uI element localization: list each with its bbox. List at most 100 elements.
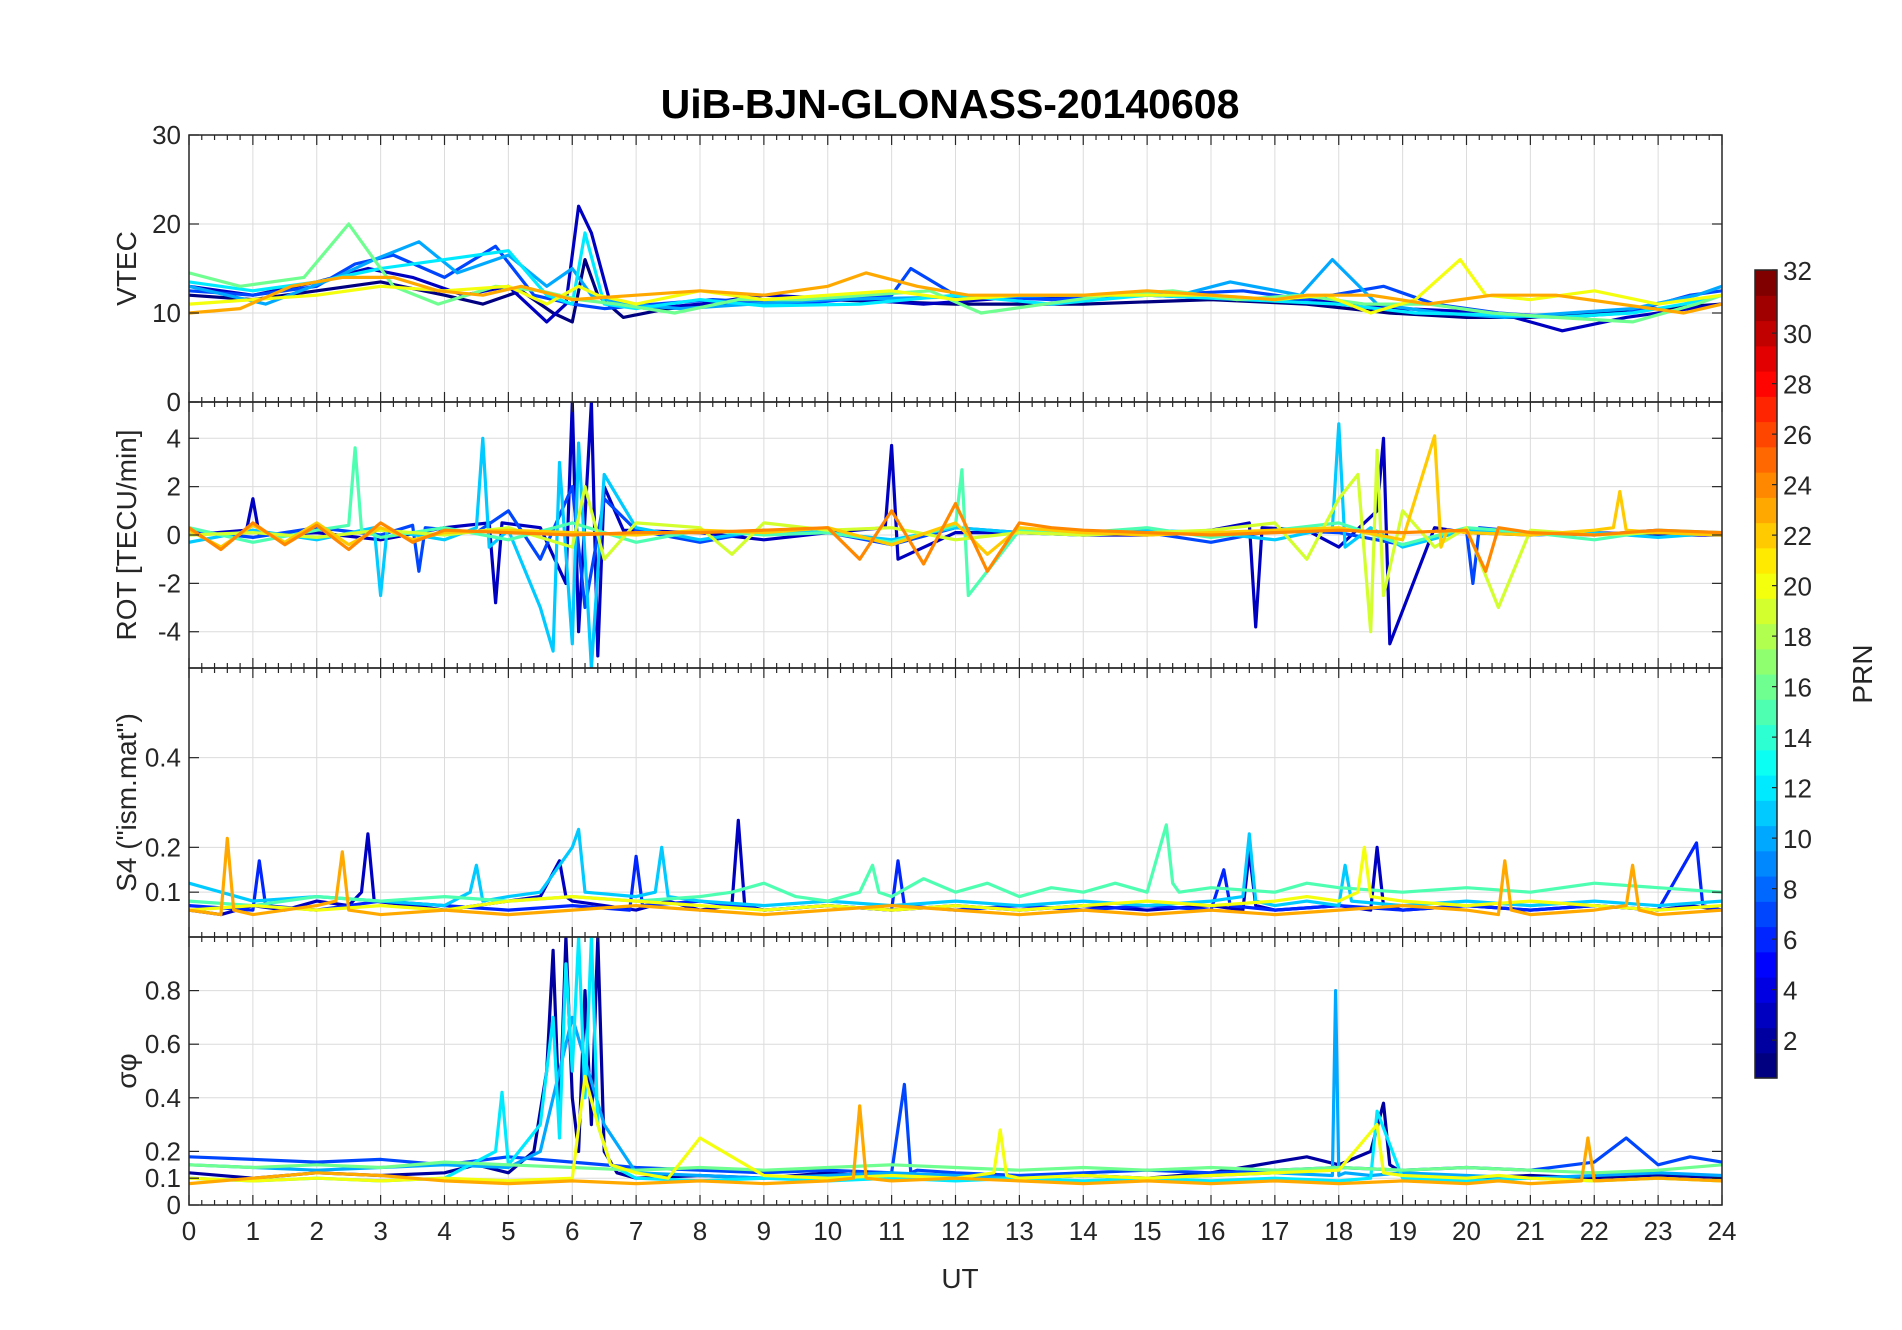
y-tick-label: 4 — [167, 423, 181, 453]
colorbar-segment — [1755, 648, 1777, 675]
x-tick-label: 23 — [1644, 1216, 1673, 1246]
x-tick-label: 4 — [437, 1216, 451, 1246]
colorbar-tick-label: 18 — [1783, 622, 1812, 652]
colorbar-tick-label: 10 — [1783, 824, 1812, 854]
series-prn-7 — [189, 1082, 1722, 1178]
colorbar-segment — [1755, 345, 1777, 372]
colorbar-segment — [1755, 270, 1777, 296]
series-prn-23 — [189, 836, 1722, 917]
colorbar-segment — [1755, 1002, 1777, 1029]
x-tick-label: 9 — [757, 1216, 771, 1246]
series-group — [189, 818, 1722, 917]
chart-title: UiB-BJN-GLONASS-20140608 — [661, 81, 1240, 127]
panel-vtec: 0 10 20 30 VTEC — [111, 120, 1723, 417]
colorbar-tick-label: 8 — [1783, 875, 1797, 905]
y-tick-label: 0 — [167, 520, 181, 550]
colorbar-segment — [1755, 1052, 1777, 1079]
colorbar-segment — [1755, 674, 1777, 700]
y-tick-label: 0.2 — [145, 832, 181, 862]
y-tick-label: 2 — [167, 472, 181, 502]
colorbar-tick-label: 2 — [1783, 1026, 1797, 1056]
x-tick-label: 7 — [629, 1216, 643, 1246]
x-axis-label: UT — [941, 1263, 978, 1294]
colorbar-segment — [1755, 371, 1777, 397]
x-tick-label: 13 — [1005, 1216, 1034, 1246]
colorbar-tick-label: 6 — [1783, 925, 1797, 955]
y-tick-label: 0.8 — [145, 976, 181, 1006]
series-group — [189, 204, 1722, 333]
panel-rot: -4 -2 0 2 4 ROT [TECU/min] — [111, 401, 1723, 669]
series-prn-20 — [189, 258, 1722, 315]
y-axis-label-rot: ROT [TECU/min] — [111, 429, 142, 640]
colorbar-tick-label: 20 — [1783, 572, 1812, 602]
y-tick-label: 0.6 — [145, 1029, 181, 1059]
x-tick-label: 0 — [182, 1216, 196, 1246]
y-axis-label-s4: S4 ("ism.mat") — [111, 713, 142, 892]
colorbar-tick-label: 32 — [1783, 256, 1812, 286]
y-tick-label: 20 — [152, 209, 181, 239]
colorbar-segment — [1755, 295, 1777, 322]
x-tick-label: 6 — [565, 1216, 579, 1246]
series-prn-24 — [189, 502, 1722, 573]
x-tick-label: 19 — [1388, 1216, 1417, 1246]
x-axis: 0 1 2 3 4 5 6 7 8 9 10 11 12 13 14 15 16 17 18 19 20 21 22 23 24 — [182, 1216, 1737, 1246]
x-tick-label: 3 — [373, 1216, 387, 1246]
colorbar-segment — [1755, 775, 1777, 801]
series-prn-12 — [189, 231, 1722, 319]
series-prn-20 — [189, 845, 1722, 912]
colorbar-segment — [1755, 977, 1777, 1003]
y-tick-label: 0.4 — [145, 743, 181, 773]
x-tick-label: 10 — [813, 1216, 842, 1246]
y-tick-label: -4 — [158, 617, 181, 647]
colorbar-segment — [1755, 421, 1777, 448]
colorbar-tick-label: 14 — [1783, 723, 1812, 753]
y-tick-label: 30 — [152, 120, 181, 150]
y-tick-label: 0 — [167, 1190, 181, 1220]
y-tick-label: 10 — [152, 298, 181, 328]
colorbar-tick-label: 16 — [1783, 673, 1812, 703]
colorbar-segment — [1755, 446, 1777, 473]
x-tick-label: 20 — [1452, 1216, 1481, 1246]
y-tick-label: 0 — [167, 387, 181, 417]
colorbar-segment — [1755, 598, 1777, 625]
colorbar-segment — [1755, 623, 1777, 650]
x-tick-label: 14 — [1069, 1216, 1098, 1246]
x-tick-label: 22 — [1580, 1216, 1609, 1246]
x-tick-label: 16 — [1197, 1216, 1226, 1246]
y-tick-label: 0.2 — [145, 1136, 181, 1166]
colorbar-segment — [1755, 850, 1777, 877]
colorbar-tick-label: 4 — [1783, 976, 1797, 1006]
series-group — [189, 937, 1722, 1186]
colorbar-tick-label: 12 — [1783, 774, 1812, 804]
series-group — [189, 402, 1722, 668]
y-tick-label: 0.4 — [145, 1083, 181, 1113]
colorbar-tick-label: 22 — [1783, 521, 1812, 551]
colorbar-tick-label: 30 — [1783, 319, 1812, 349]
colorbar-segment — [1755, 825, 1777, 852]
colorbar-segment — [1755, 901, 1777, 928]
colorbar-segment — [1755, 320, 1777, 347]
colorbar-tick-label: 26 — [1783, 420, 1812, 450]
x-tick-label: 8 — [693, 1216, 707, 1246]
colorbar-segment — [1755, 926, 1777, 953]
colorbar-segment — [1755, 573, 1777, 599]
series-prn-23 — [189, 271, 1722, 315]
y-tick-label: 0.1 — [145, 1163, 181, 1193]
colorbar-tick-label: 28 — [1783, 370, 1812, 400]
colorbar-box — [1754, 269, 1778, 1079]
colorbar-tick-label: 24 — [1783, 471, 1812, 501]
panel-sigphi: 00.10.2 0.4 0.6 0.8 σφ — [111, 936, 1723, 1220]
y-tick-label: 0.1 — [145, 877, 181, 907]
colorbar-segment — [1755, 699, 1777, 726]
x-tick-label: 15 — [1133, 1216, 1162, 1246]
x-tick-label: 2 — [310, 1216, 324, 1246]
x-tick-label: 21 — [1516, 1216, 1545, 1246]
x-tick-label: 1 — [246, 1216, 260, 1246]
colorbar-segment — [1755, 522, 1777, 549]
x-tick-label: 24 — [1708, 1216, 1737, 1246]
x-tick-label: 18 — [1324, 1216, 1353, 1246]
x-tick-label: 17 — [1260, 1216, 1289, 1246]
